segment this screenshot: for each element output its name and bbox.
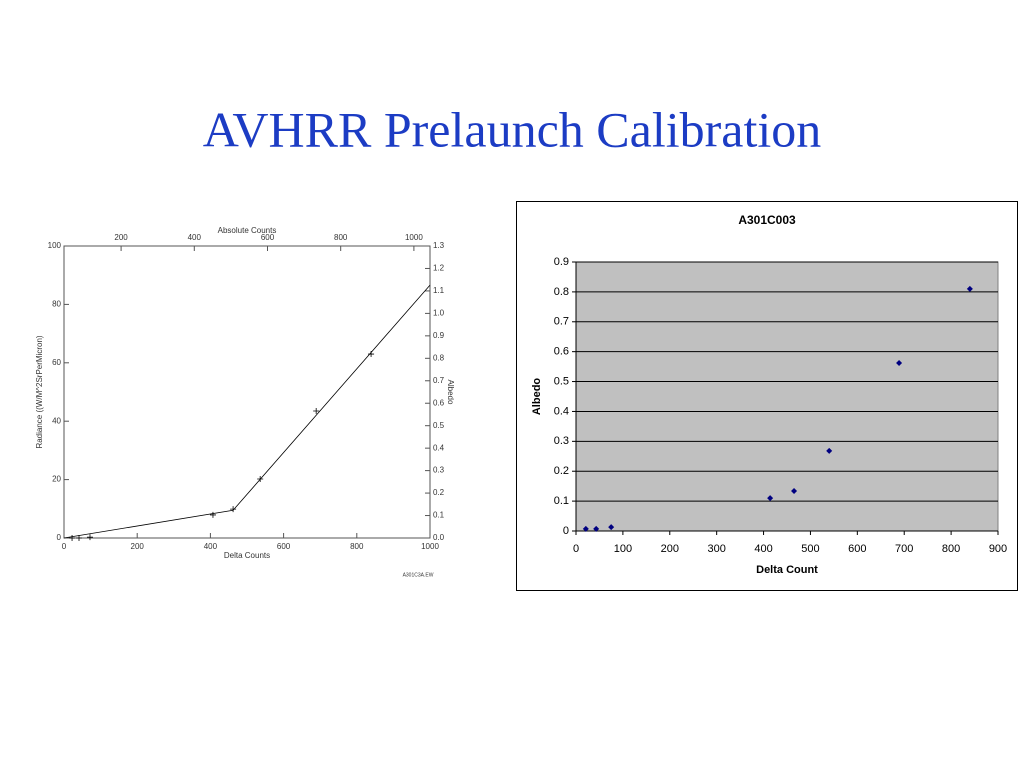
x-tick-label: 200 [661,543,679,555]
y-tick-label: 0.9 [554,256,569,268]
y-tick-label: 0.6 [554,346,569,358]
point-marker [826,447,833,454]
y-tick-label: 0 [57,533,62,542]
y-tick-label: 60 [52,358,61,367]
x-axis-title: Delta Count [756,564,818,576]
y-tick-label: 40 [52,416,61,425]
y-tick-label: 0 [563,525,569,537]
y-tick-label: 0.3 [554,435,569,447]
x-tick-label: 0 [62,542,67,551]
y-tick-label: 0.4 [554,405,569,417]
x2-tick-label: 800 [334,233,348,242]
y2-tick-label: 0.5 [433,421,445,430]
y2-tick-label: 0.2 [433,488,445,497]
plot-area [575,261,999,532]
chart-title: A301C003 [738,213,796,227]
y-tick-label: 0.8 [554,286,569,298]
y2-tick-label: 0.6 [433,398,445,407]
x-tick-label: 0 [573,543,579,555]
point-marker [313,407,320,414]
y-tick-label: 0.5 [554,375,569,387]
x-tick-label: 900 [989,543,1007,555]
y2-tick-label: 1.2 [433,264,445,273]
x2-tick-label: 400 [188,233,202,242]
y-tick-label: 0.2 [554,465,569,477]
point-marker [209,511,216,518]
x-tick-label: 600 [848,543,866,555]
x2-tick-label: 600 [261,233,275,242]
point-marker [791,487,798,494]
point-marker [966,285,973,292]
y2-tick-label: 0.7 [433,376,445,385]
fit-line [63,284,431,539]
point-marker [582,525,589,532]
y2-axis-title: Albedo [446,380,455,405]
x-tick-label: 1000 [421,542,439,551]
x-tick-label: 100 [614,543,632,555]
point-marker [368,351,375,358]
x-tick-label: 600 [277,542,291,551]
point-marker [257,476,264,483]
point-marker [767,495,774,502]
y-axis-title: Radiance ((W/M^2SrPerMicron) [35,335,44,448]
y-axis-title: Albedo [531,378,543,416]
y2-tick-label: 0.4 [433,443,445,452]
point-marker [230,506,237,513]
y2-tick-label: 0.9 [433,331,445,340]
chart-left: 0 200 400 600 800 1000 200 400 600 800 1000 0 20 40 60… [35,226,455,578]
x-tick-label: 300 [707,543,725,555]
point-marker [593,525,600,532]
y2-tick-label: 1.0 [433,308,445,317]
point-marker [896,360,903,367]
x2-tick-label: 1000 [405,233,423,242]
x-axis-title: Delta Counts [224,551,270,560]
footnote: A301C3A.EW [403,572,434,578]
slide-title: AVHRR Prelaunch Calibration [203,101,821,157]
y2-tick-label: 1.1 [433,286,445,295]
y2-tick-label: 0.0 [433,533,445,542]
x-tick-label: 800 [350,542,364,551]
x-tick-label: 800 [942,543,960,555]
y-tick-label: 0.7 [554,316,569,328]
y-tick-label: 80 [52,300,61,309]
y2-tick-label: 0.3 [433,466,445,475]
x-tick-label: 700 [895,543,913,555]
x-tick-label: 400 [204,542,218,551]
x-tick-label: 400 [754,543,772,555]
point-marker [86,534,93,541]
y-tick-label: 0.1 [554,495,569,507]
x2-tick-label: 200 [114,233,128,242]
y2-tick-label: 1.3 [433,241,445,250]
y-tick-label: 100 [48,241,62,250]
x-tick-label: 500 [801,543,819,555]
plot-frame [63,245,431,539]
y2-tick-label: 0.8 [433,353,445,362]
x2-axis-title: Absolute Counts [218,226,277,235]
y-tick-label: 20 [52,475,61,484]
chart-right: A301C003 0 0.1 0.2 0.3 0.4 0.5 0.6 0.7 0.8 0.9 0 100… [531,213,1007,576]
point-marker [76,535,83,541]
x-tick-label: 200 [131,542,145,551]
point-marker [608,524,615,531]
y2-tick-label: 0.1 [433,511,445,520]
point-marker [69,535,76,541]
